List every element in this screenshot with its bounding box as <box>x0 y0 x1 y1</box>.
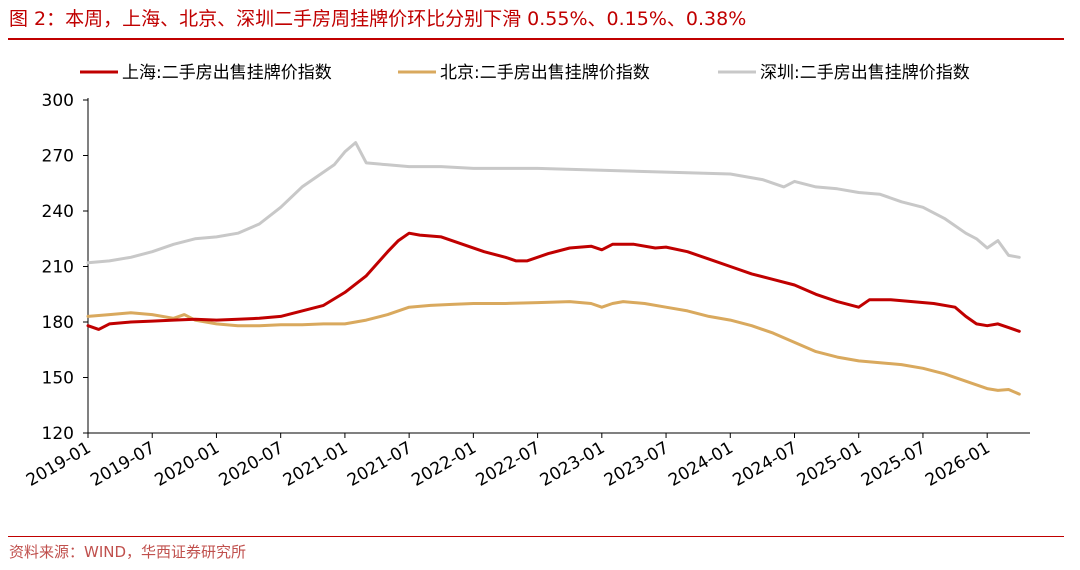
y-tick-label: 120 <box>42 424 74 444</box>
y-tick-label: 210 <box>42 258 74 278</box>
series-line-0 <box>86 231 1021 333</box>
x-tick-label: 2023-07 <box>601 438 673 491</box>
x-tick-label: 2021-01 <box>280 438 352 491</box>
y-tick-label: 300 <box>42 91 74 111</box>
chart-axes: 1201501802102402703002019-012019-072020-… <box>23 91 1030 491</box>
y-tick-label: 180 <box>42 313 74 333</box>
x-tick-label: 2019-07 <box>87 438 159 491</box>
legend-label-1: 北京:二手房出售挂牌价指数 <box>440 63 650 83</box>
legend-label-0: 上海:二手房出售挂牌价指数 <box>122 63 332 83</box>
x-tick-label: 2021-07 <box>344 438 416 491</box>
y-tick-label: 150 <box>42 369 74 389</box>
x-tick-label: 2026-01 <box>922 438 994 491</box>
chart-series <box>86 141 1021 396</box>
source-divider <box>8 536 1064 537</box>
series-line-1 <box>86 300 1021 396</box>
title-divider <box>8 38 1064 40</box>
source-note: 资料来源：WIND，华西证券研究所 <box>9 543 247 561</box>
series-line-2 <box>86 141 1021 265</box>
chart-legend: 上海:二手房出售挂牌价指数 北京:二手房出售挂牌价指数 深圳:二手房出售挂牌价指数 <box>80 63 970 83</box>
y-tick-label: 270 <box>42 147 74 167</box>
figure-title: 图 2：本周，上海、北京、深圳二手房周挂牌价环比分别下滑 0.55%、0.15%… <box>9 8 747 30</box>
x-tick-label: 2022-01 <box>408 438 480 491</box>
x-tick-label: 2019-01 <box>23 438 95 491</box>
x-tick-label: 2025-07 <box>858 438 930 491</box>
x-tick-label: 2025-01 <box>794 438 866 491</box>
x-tick-label: 2024-07 <box>729 438 801 491</box>
y-tick-label: 240 <box>42 202 74 222</box>
x-tick-label: 2020-01 <box>151 438 223 491</box>
legend-label-2: 深圳:二手房出售挂牌价指数 <box>760 63 970 83</box>
x-tick-label: 2024-01 <box>665 438 737 491</box>
x-tick-label: 2023-01 <box>537 438 609 491</box>
x-tick-label: 2022-07 <box>473 438 545 491</box>
x-tick-label: 2020-07 <box>216 438 288 491</box>
